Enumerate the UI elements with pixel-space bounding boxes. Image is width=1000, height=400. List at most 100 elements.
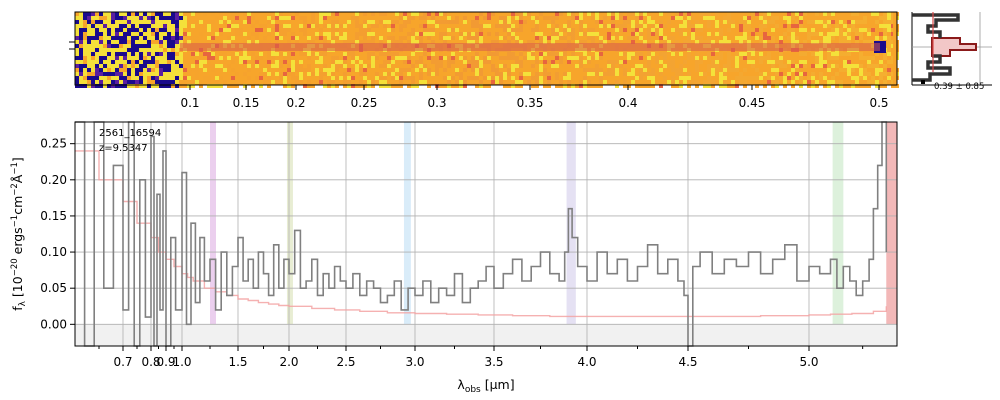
heatmap-cell (599, 32, 603, 36)
heatmap-cell (307, 28, 311, 32)
heatmap-cell (291, 16, 295, 20)
x-tick-label: 0.9 (156, 355, 175, 369)
heatmap-cell (735, 28, 739, 32)
heatmap-cell (415, 72, 419, 76)
heatmap-cell (539, 20, 543, 24)
heatmap-cell (807, 52, 811, 56)
heatmap-cell (287, 80, 291, 84)
heatmap-cell (611, 80, 615, 84)
heatmap-cell (351, 84, 355, 88)
heatmap-x-tick-label: 0.15 (233, 96, 260, 110)
heatmap-cell (763, 32, 767, 36)
heatmap-cell (271, 80, 275, 84)
heatmap-cell (799, 16, 803, 20)
heatmap-cell (787, 24, 791, 28)
heatmap-cell (611, 76, 615, 80)
heatmap-cell (859, 68, 863, 72)
heatmap-cell (891, 84, 895, 88)
heatmap-cell (811, 40, 815, 44)
heatmap-cell (435, 16, 439, 20)
heatmap-cell (511, 40, 515, 44)
heatmap-cell (183, 80, 187, 84)
heatmap-cell (159, 72, 163, 76)
heatmap-cell (419, 80, 423, 84)
heatmap-cell (351, 12, 355, 16)
heatmap-cell (339, 76, 343, 80)
heatmap-cell (415, 20, 419, 24)
heatmap-cell (543, 84, 547, 88)
heatmap-cell (175, 68, 179, 72)
heatmap-cell (571, 76, 575, 80)
heatmap-cell (443, 84, 447, 88)
heatmap-cell (819, 32, 823, 36)
heatmap-cell (515, 76, 519, 80)
heatmap-cell (847, 60, 851, 64)
heatmap-cell (623, 64, 627, 68)
heatmap-cell (763, 28, 767, 32)
heatmap-cell (175, 64, 179, 68)
heatmap-cell (811, 68, 815, 72)
heatmap-cell (147, 24, 151, 28)
heatmap-cell (75, 24, 79, 28)
heatmap-cell (99, 76, 103, 80)
heatmap-cell (211, 24, 215, 28)
heatmap-cell (775, 32, 779, 36)
heatmap-cell (143, 64, 147, 68)
heatmap-cell (219, 40, 223, 44)
heatmap-cell (571, 84, 575, 88)
heatmap-cell (691, 52, 695, 56)
heatmap-cell (115, 52, 119, 56)
heatmap-cell (123, 52, 127, 56)
heatmap-cell (103, 76, 107, 80)
heatmap-cell (691, 20, 695, 24)
heatmap-cell (851, 72, 855, 76)
heatmap-cell (735, 64, 739, 68)
heatmap-cell (115, 16, 119, 20)
heatmap-cell (519, 40, 523, 44)
heatmap-cell (683, 64, 687, 68)
heatmap-cell (503, 80, 507, 84)
heatmap-cell (215, 52, 219, 56)
heatmap-cell (431, 52, 435, 56)
heatmap-cell (511, 12, 515, 16)
heatmap-cell (363, 68, 367, 72)
heatmap-cell (187, 84, 191, 88)
heatmap-cell (131, 20, 135, 24)
heatmap-cell (331, 32, 335, 36)
heatmap-cell (339, 60, 343, 64)
heatmap-cell (735, 32, 739, 36)
heatmap-cell (95, 52, 99, 56)
heatmap-cell (443, 24, 447, 28)
heatmap-cell (475, 84, 479, 88)
heatmap-cell (127, 52, 131, 56)
heatmap-cell (459, 56, 463, 60)
heatmap-cell (783, 56, 787, 60)
heatmap-cell (143, 36, 147, 40)
heatmap-cell (159, 68, 163, 72)
heatmap-cell (391, 32, 395, 36)
heatmap-cell (155, 56, 159, 60)
heatmap-cell (847, 16, 851, 20)
heatmap-cell (371, 60, 375, 64)
heatmap-cell (671, 72, 675, 76)
heatmap-cell (183, 20, 187, 24)
heatmap-cell (427, 12, 431, 16)
heatmap-cell (247, 60, 251, 64)
redshift-label: z=9.5347 (99, 143, 148, 154)
heatmap-cell (515, 20, 519, 24)
heatmap-cell (591, 12, 595, 16)
heatmap-cell (179, 56, 183, 60)
heatmap-cell (239, 40, 243, 44)
heatmap-cell (439, 68, 443, 72)
heatmap-cell (119, 12, 123, 16)
heatmap-cell (167, 56, 171, 60)
heatmap-cell (143, 28, 147, 32)
heatmap-cell (275, 80, 279, 84)
heatmap-cell (487, 76, 491, 80)
heatmap-cell (783, 24, 787, 28)
heatmap-cell (727, 32, 731, 36)
heatmap-cell (807, 16, 811, 20)
heatmap-cell (851, 16, 855, 20)
heatmap-cell (479, 20, 483, 24)
heatmap-cell (427, 32, 431, 36)
